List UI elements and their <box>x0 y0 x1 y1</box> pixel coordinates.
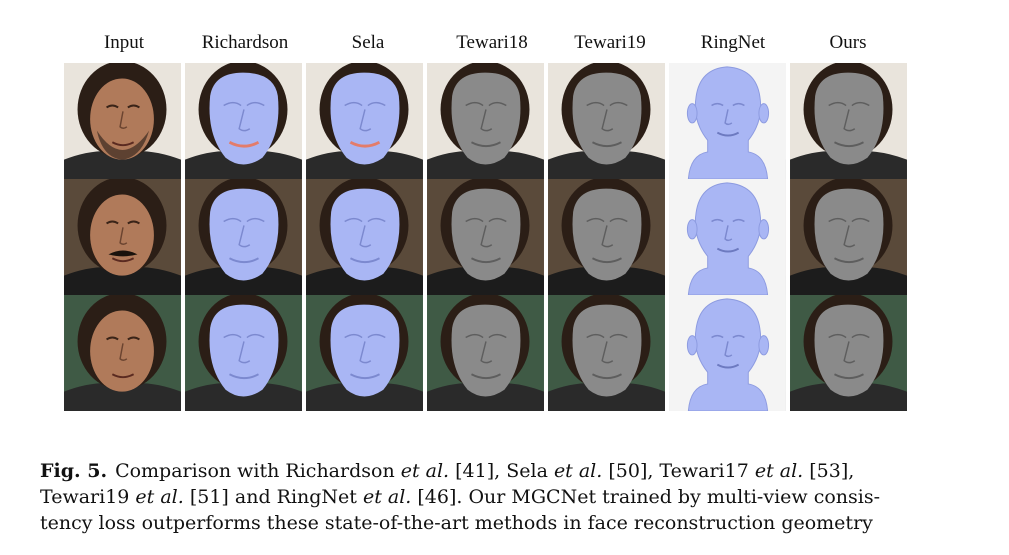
caption-text: [50], Tewari17 <box>602 460 755 482</box>
face-sela-row-2 <box>304 179 425 295</box>
column-header-richardson: Richardson <box>201 32 289 53</box>
face-richardson-row-2 <box>183 179 304 295</box>
figure-label: Fig. 5. <box>40 460 108 482</box>
face-tewari18-row-2 <box>425 179 546 295</box>
column-header-sela: Sela <box>351 32 385 53</box>
face-richardson-row-1 <box>183 63 304 179</box>
caption-text: [53], <box>803 460 855 482</box>
caption-text: Comparison with Richardson <box>115 460 401 482</box>
face-ringnet-row-2 <box>667 179 788 295</box>
caption-etal: et al. <box>553 460 603 482</box>
figure-caption: Fig. 5. Comparison with Richardson et al.… <box>40 458 980 536</box>
face-tewari18-row-1 <box>425 63 546 179</box>
column-header-tewari18: Tewari18 <box>456 32 528 53</box>
caption-etal: et al. <box>135 486 184 508</box>
column-header-ringnet: RingNet <box>700 32 766 53</box>
face-tewari19-row-1 <box>546 63 667 179</box>
caption-text: [46]. Our MGCNet trained by multi-view c… <box>411 486 881 508</box>
face-sela-row-1 <box>304 63 425 179</box>
face-tewari19-row-2 <box>546 179 667 295</box>
face-ringnet-row-1 <box>667 63 788 179</box>
face-sela-row-3 <box>304 295 425 411</box>
face-ours-row-3 <box>788 295 909 411</box>
caption-etal: et al. <box>754 460 804 482</box>
column-header-input: Input <box>103 32 145 53</box>
column-header-tewari19: Tewari19 <box>574 32 646 53</box>
face-richardson-row-3 <box>183 295 304 411</box>
caption-line-3: tency loss outperforms these state-of-th… <box>40 512 873 534</box>
face-ours-row-2 <box>788 179 909 295</box>
face-tewari18-row-3 <box>425 295 546 411</box>
face-input-row-2 <box>62 179 183 295</box>
face-input-row-3 <box>62 295 183 411</box>
face-tewari19-row-3 <box>546 295 667 411</box>
column-header-ours: Ours <box>829 32 867 53</box>
caption-line-1: Fig. 5. Comparison with Richardson et al.… <box>40 458 980 484</box>
caption-etal: et al. <box>400 460 450 482</box>
face-ours-row-1 <box>788 63 909 179</box>
caption-etal: et al. <box>362 486 412 508</box>
face-ringnet-row-3 <box>667 295 788 411</box>
caption-text: [51] and RingNet <box>183 486 363 508</box>
face-input-row-1 <box>62 63 183 179</box>
caption-text: Tewari19 <box>40 486 136 508</box>
caption-line-2: Tewari19 et al. [51] and RingNet et al. … <box>40 484 980 510</box>
caption-text: [41], Sela <box>449 460 554 482</box>
